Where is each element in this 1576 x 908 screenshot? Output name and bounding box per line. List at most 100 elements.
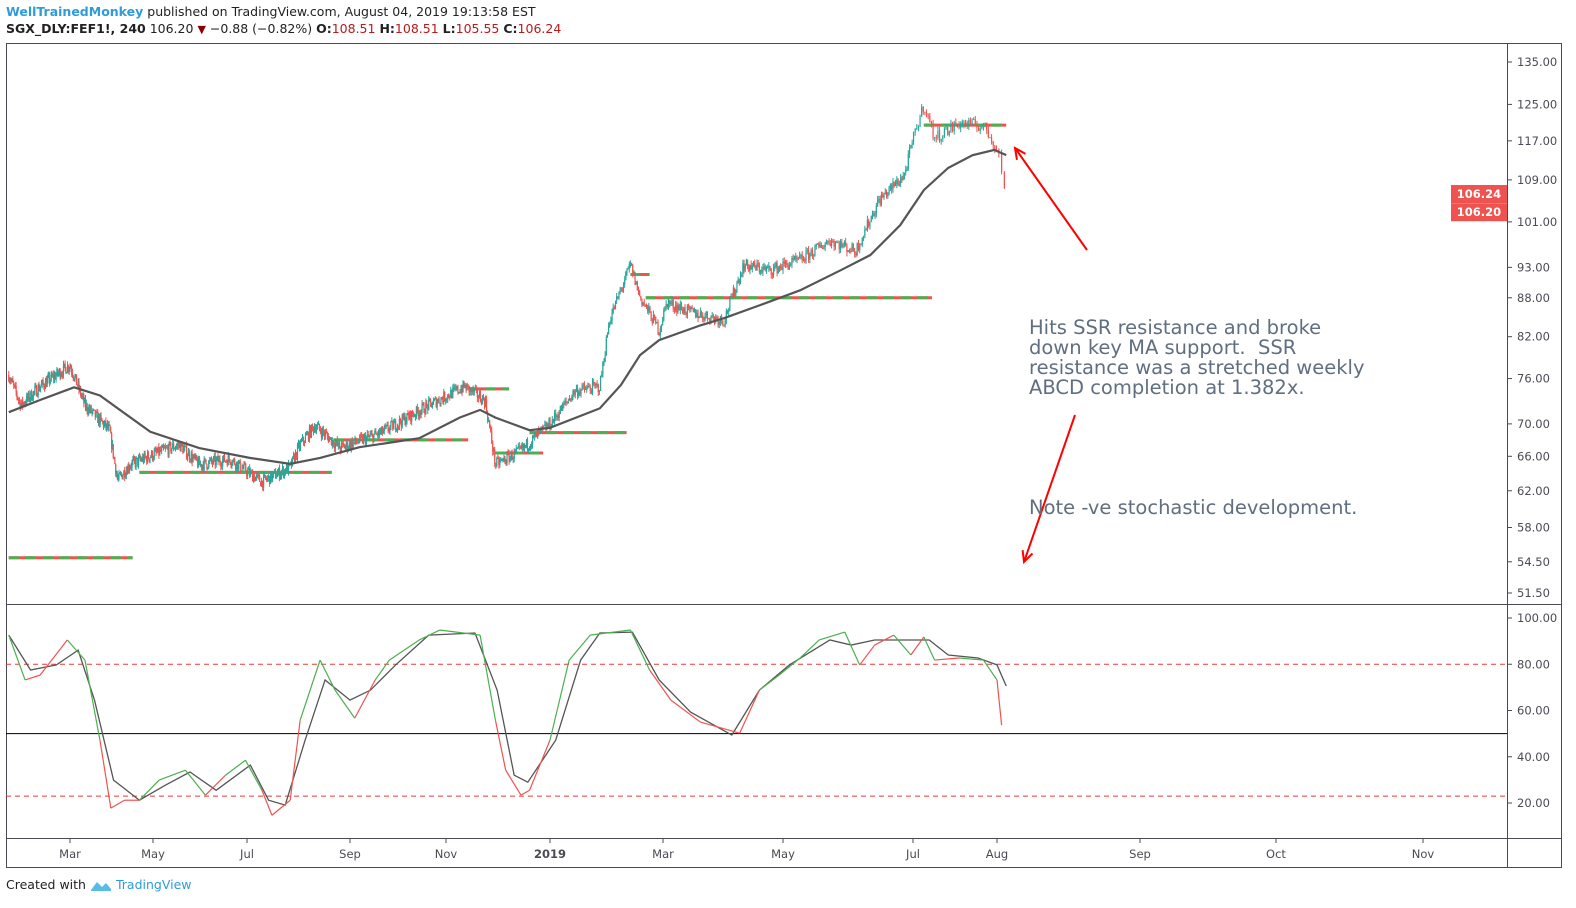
stoch-k-segment <box>629 629 651 671</box>
time-tick-label: Sep <box>339 847 361 861</box>
candle-body <box>319 429 322 433</box>
candle-body <box>283 469 286 477</box>
candle-body <box>686 305 688 315</box>
candle-body <box>153 451 155 459</box>
candle-body <box>758 265 760 272</box>
candle-body <box>53 374 56 380</box>
candle-body <box>609 323 611 326</box>
candle-body <box>427 404 429 410</box>
candle-body <box>547 424 549 427</box>
price-tick-label: 62.00 <box>1517 484 1550 498</box>
tradingview-link[interactable]: TradingView <box>115 877 192 892</box>
stoch-k-segment <box>39 639 68 676</box>
candle-body <box>532 435 534 445</box>
candle-body <box>189 459 191 461</box>
time-tick-label: Mar <box>652 847 674 861</box>
stoch-k-segment <box>439 629 481 636</box>
candle-body <box>48 374 50 377</box>
candle-body <box>64 363 66 368</box>
candle-body <box>639 290 641 297</box>
candle-body <box>103 423 105 428</box>
candle-body <box>764 266 766 270</box>
candle-body <box>143 453 145 462</box>
candle-body <box>628 264 630 269</box>
candle-body <box>395 420 397 430</box>
author-link[interactable]: WellTrainedMonkey <box>6 4 144 19</box>
candle-body <box>157 446 159 453</box>
candle-body <box>76 384 78 386</box>
candle-body <box>465 384 467 391</box>
candle-body <box>28 392 30 401</box>
candle-body <box>801 254 803 261</box>
candle-body <box>784 261 787 264</box>
candle-body <box>597 384 599 393</box>
candle-body <box>702 315 704 320</box>
candle-body <box>89 406 92 411</box>
candle-body <box>384 426 386 427</box>
candle-body <box>439 402 441 404</box>
candle-body <box>525 439 528 447</box>
candle-body <box>392 421 394 430</box>
candle-body <box>903 172 906 176</box>
candle-body <box>206 463 208 469</box>
candle-body <box>197 460 199 468</box>
candle-body <box>940 139 942 142</box>
candle-body <box>420 410 422 415</box>
price-change: −0.88 (−0.82%) <box>209 21 313 36</box>
candle-body <box>666 303 668 308</box>
candle-body <box>332 440 334 446</box>
candle-body <box>8 374 10 382</box>
candle-body <box>361 435 363 437</box>
candle-body <box>296 445 299 459</box>
candle-body <box>770 268 772 275</box>
candle-body <box>756 263 758 271</box>
candle-body <box>31 391 33 401</box>
time-tick-label: Mar <box>59 847 81 861</box>
candle-body <box>739 274 742 283</box>
stoch-k-segment <box>84 659 101 741</box>
candle-body <box>736 283 738 291</box>
candle-body <box>138 456 140 458</box>
candle-body <box>230 463 232 466</box>
candle-body <box>446 399 448 401</box>
candle-body <box>343 444 345 449</box>
candle-body <box>431 404 434 408</box>
candle-body <box>98 415 100 425</box>
candle-body <box>106 423 108 428</box>
candle-body <box>128 468 131 471</box>
candle-body <box>614 300 617 309</box>
candle-body <box>82 395 84 397</box>
candle-body <box>100 415 102 419</box>
candle-body <box>418 413 420 417</box>
candle-body <box>147 452 149 459</box>
candle-body <box>71 368 73 373</box>
stoch-k-segment <box>158 769 186 781</box>
candle-body <box>810 249 812 253</box>
candle-body <box>510 452 512 458</box>
candle-body <box>74 376 76 380</box>
symbol-name[interactable]: SGX_DLY:FEF1!, 240 <box>6 21 146 36</box>
candle-body <box>705 311 707 316</box>
stoch-k-segment <box>819 631 845 641</box>
candle-body <box>611 312 613 321</box>
time-tick-label: Jul <box>905 847 920 861</box>
candle-body <box>381 426 384 434</box>
candle-body <box>498 458 500 466</box>
candle-body <box>470 387 472 392</box>
candle-body <box>757 263 759 266</box>
candle-body <box>857 243 860 250</box>
candle-body <box>460 388 462 393</box>
candle-body <box>250 471 252 476</box>
candle-body <box>994 145 996 149</box>
candle-body <box>440 397 442 404</box>
footer: Created with TradingView <box>6 877 192 892</box>
stoch-k-segment <box>982 659 998 681</box>
candle-body <box>17 399 20 401</box>
candle-body <box>127 465 129 475</box>
candle-body <box>543 425 545 428</box>
candle-body <box>269 471 272 484</box>
candle-body <box>370 433 372 435</box>
stoch-k-segment <box>204 774 226 796</box>
candle-body <box>504 458 506 463</box>
